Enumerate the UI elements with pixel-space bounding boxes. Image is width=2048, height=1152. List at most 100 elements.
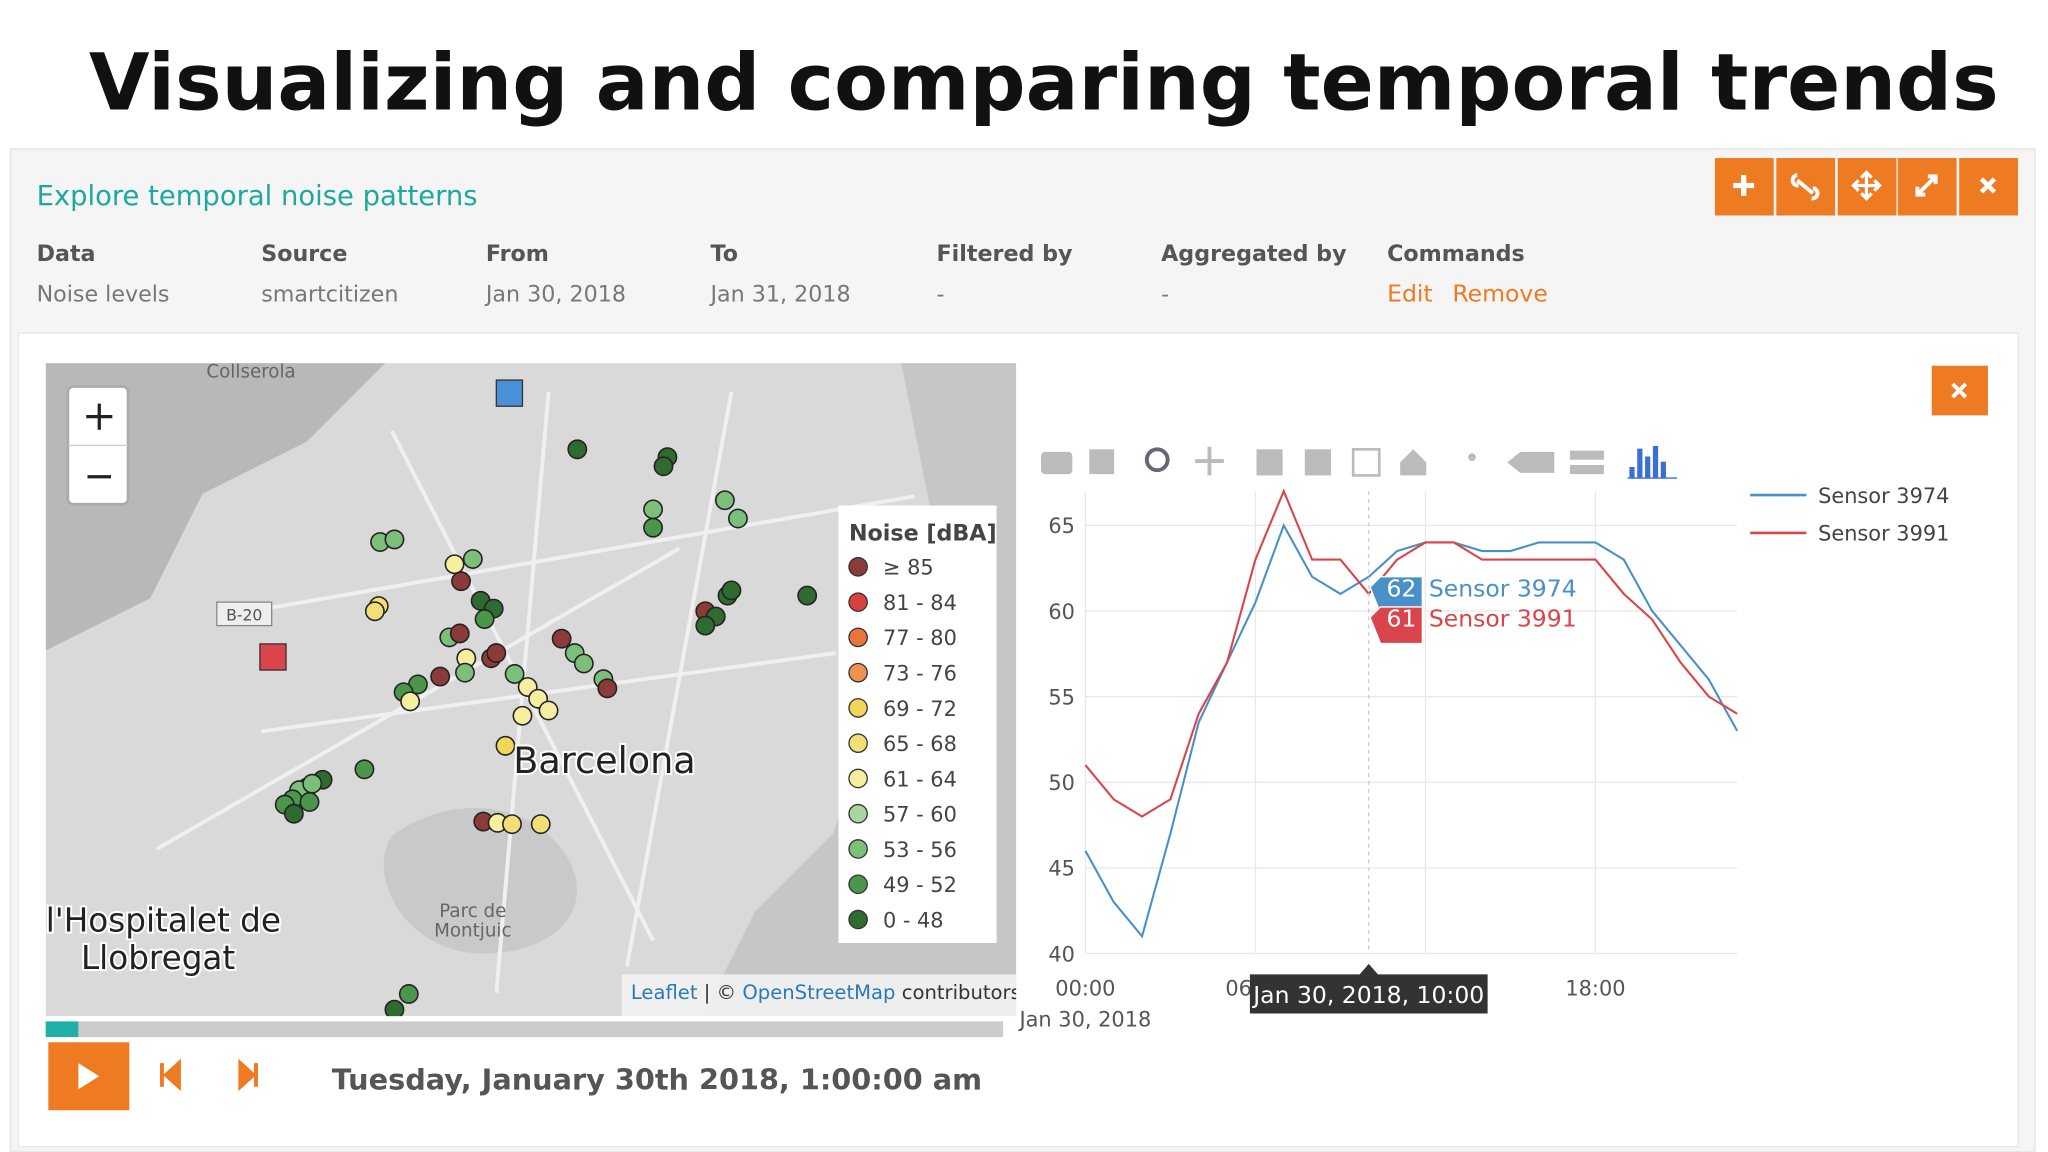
sensor-marker[interactable] [512,705,533,726]
sensor-marker[interactable] [364,601,385,622]
map-label: Collserola [206,361,295,382]
sensor-marker[interactable] [495,735,516,756]
legend-title: Noise [dBA] [849,521,997,547]
legend-swatch [848,557,868,577]
legend-label: Sensor 3974 [1818,484,1949,508]
sensor-marker[interactable] [551,628,572,649]
legend-swatch [848,909,868,930]
map-label: Barcelona [513,739,695,782]
spike-icon[interactable] [1468,453,1476,462]
save-icon[interactable] [1089,449,1115,475]
sensor-marker[interactable] [299,792,320,812]
hover-value: 62 [1386,574,1416,602]
timeline[interactable] [45,1021,1004,1038]
sensor-marker[interactable] [302,773,323,794]
sensor-marker[interactable] [486,643,507,663]
commands-label: Commands [1387,241,1525,267]
sensor-marker[interactable] [567,439,588,460]
sensor-marker[interactable] [643,499,663,520]
sensor-marker[interactable] [398,984,419,1004]
sensor-marker[interactable] [354,759,375,780]
selected-sensor[interactable] [259,643,287,671]
sensor-marker[interactable] [797,585,818,606]
previous-button[interactable] [160,1058,181,1092]
map[interactable]: Collserola B-20 Barcelona l'Hospitalet d… [46,361,1021,1018]
zoom-in-icon[interactable] [1256,449,1283,476]
hover-compare-icon[interactable] [1569,464,1604,475]
sensor-marker[interactable] [283,803,304,824]
sensor-marker[interactable] [653,456,674,477]
x-tick-label: 00:00 [1055,976,1115,1000]
column-label: Data [37,241,96,267]
zoom-in[interactable] [86,403,113,430]
plus-icon [1733,175,1755,196]
leaflet-link[interactable]: Leaflet [631,981,698,1004]
sensor-marker[interactable] [538,700,559,721]
map-label: l'Hospitalet de [46,901,281,939]
legend-swatch [848,698,868,718]
road-shield [216,601,273,627]
zoom-icon[interactable] [1144,447,1170,473]
legend-label: 57 - 60 [883,803,957,827]
sensor-marker[interactable] [430,666,451,687]
sensor-marker[interactable] [462,549,483,569]
legend-swatch [848,768,868,789]
x-sublabel: Jan 30, 2018 [1017,1008,1151,1032]
move-icon [1851,170,1882,201]
toolbar [1714,158,2018,216]
hills [45,363,386,651]
hover-name: Sensor 3974 [1429,574,1577,602]
sensor-marker[interactable] [444,554,465,575]
sensor-marker[interactable] [597,678,618,699]
map-legend [838,505,997,944]
sensor-marker[interactable] [384,529,405,550]
sensor-marker[interactable] [714,490,735,511]
legend-label: 77 - 80 [883,626,957,650]
sensor-marker[interactable] [643,517,663,538]
sensor-marker[interactable] [474,609,495,630]
autoscale-icon[interactable] [1351,448,1381,477]
osm-link[interactable]: OpenStreetMap [742,981,895,1004]
sensor-marker[interactable] [504,664,525,684]
sensor-marker[interactable] [451,571,471,592]
current-time: Tuesday, January 30th 2018, 1:00:00 am [332,1062,982,1096]
home-icon[interactable] [1400,449,1427,476]
sensor-marker[interactable] [728,508,748,529]
edit-link[interactable]: Edit [1387,280,1433,308]
hover-compare-icon[interactable] [1569,450,1604,460]
legend-label: 81 - 84 [883,591,957,615]
legend-label: 49 - 52 [883,873,957,897]
sensor-marker[interactable] [695,615,716,636]
y-tick-label: 60 [1048,600,1075,624]
column-value: Jan 30, 2018 [484,282,626,308]
legend-swatch [848,627,868,648]
sensor-marker[interactable] [573,653,594,674]
hover-name: Sensor 3991 [1429,605,1577,633]
column-value: - [936,282,944,308]
sensor-marker[interactable] [455,662,475,683]
panel-title: Explore temporal noise patterns [37,181,478,212]
column-label: Aggregated by [1161,241,1347,267]
sensor-marker[interactable] [384,999,405,1018]
expand-icon [1915,174,1938,197]
remove-link[interactable]: Remove [1452,280,1547,308]
legend-label: 69 - 72 [883,697,957,721]
zoom-out-icon[interactable] [1304,449,1331,476]
plotly-logo[interactable] [1627,446,1678,479]
series-line [1084,488,1738,818]
legend-label: 73 - 76 [883,661,957,685]
series-line [1084,522,1739,939]
sensor-marker[interactable] [721,580,742,601]
slide-title: Visualizing and comparing temporal trend… [89,38,1999,129]
sensor-marker[interactable] [530,814,551,835]
camera-icon[interactable] [1040,451,1073,475]
legend-label: 53 - 56 [883,838,957,862]
next-button[interactable] [238,1058,258,1092]
sensor-marker[interactable] [400,691,421,712]
selected-sensor[interactable] [495,379,524,407]
hover-closest-icon[interactable] [1507,451,1555,473]
sensor-marker[interactable] [502,814,522,835]
column-label: To [711,241,738,267]
sensor-marker[interactable] [449,623,470,644]
pan-icon[interactable] [1195,446,1224,476]
